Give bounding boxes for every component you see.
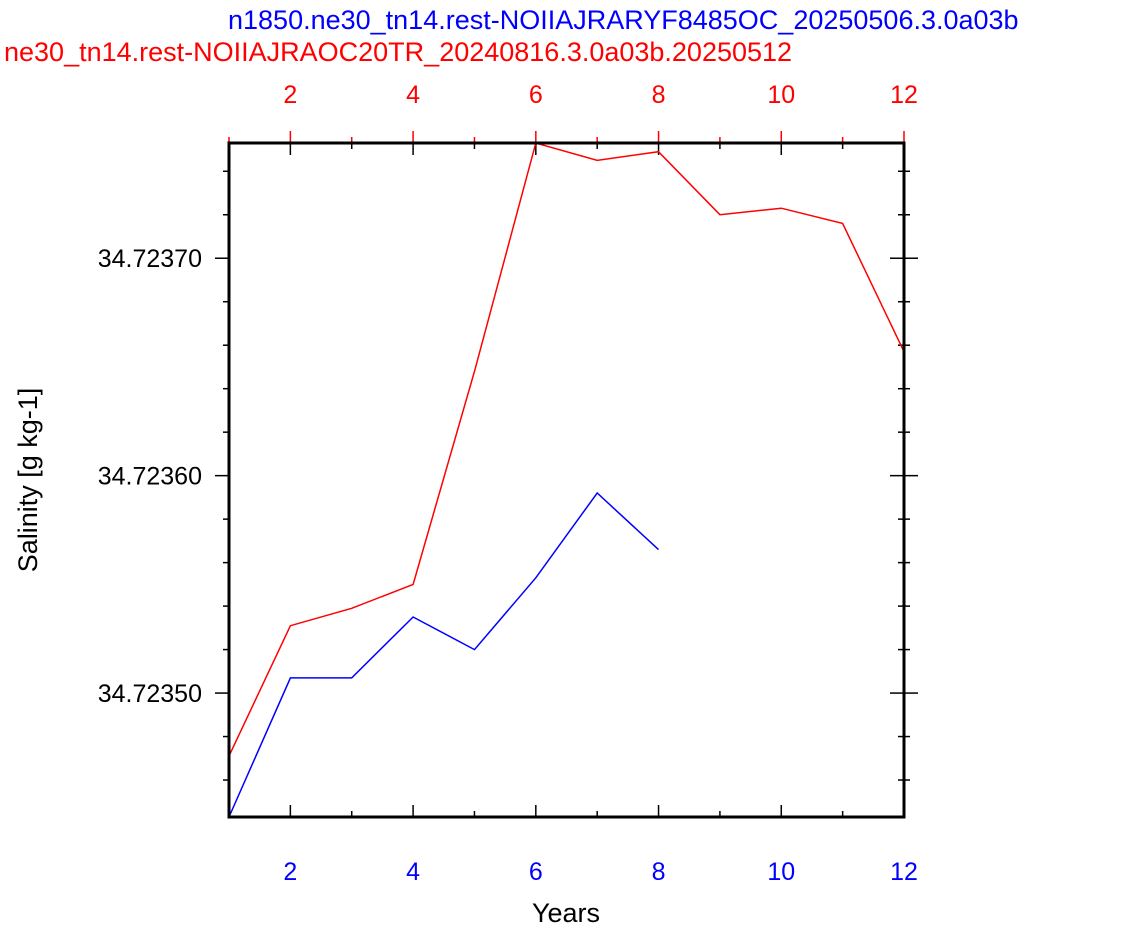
chart-title-blue: n1850.ne30_tn14.rest-NOIIAJRARYF8485OC_2… [228,5,1019,35]
top-x-tick-label: 6 [529,81,543,109]
top-x-tick-label: 10 [767,81,795,109]
y-tick-label: 34.72350 [98,680,202,708]
tick-labels: 2 4 6 8 10 12 2 4 6 8 10 12 34.72350 34.72360 34.72370 [98,81,918,886]
chart-title-red: ne30_tn14.rest-NOIIAJRAOC20TR_20240816.3… [4,37,792,67]
x-tick-label: 4 [406,858,420,886]
x-tick-label: 8 [652,858,666,886]
series-line-0 [228,491,660,818]
y-tick-label: 34.72360 [98,463,202,491]
series-lines [228,142,905,818]
y-axis-label: Salinity [g kg-1] [13,388,43,573]
x-tick-label: 2 [283,858,297,886]
top-x-tick-label: 4 [406,81,420,109]
x-axis-label: Years [532,898,600,928]
x-tick-label: 10 [767,858,795,886]
x-tick-label: 6 [529,858,543,886]
top-x-tick-label: 8 [652,81,666,109]
x-tick-label: 12 [890,858,918,886]
series-line-1 [228,142,905,757]
y-tick-label: 34.72370 [98,245,202,273]
axis-ticks [215,131,918,817]
plot-frame [227,141,906,819]
top-x-tick-label: 12 [890,81,918,109]
top-x-tick-label: 2 [283,81,297,109]
